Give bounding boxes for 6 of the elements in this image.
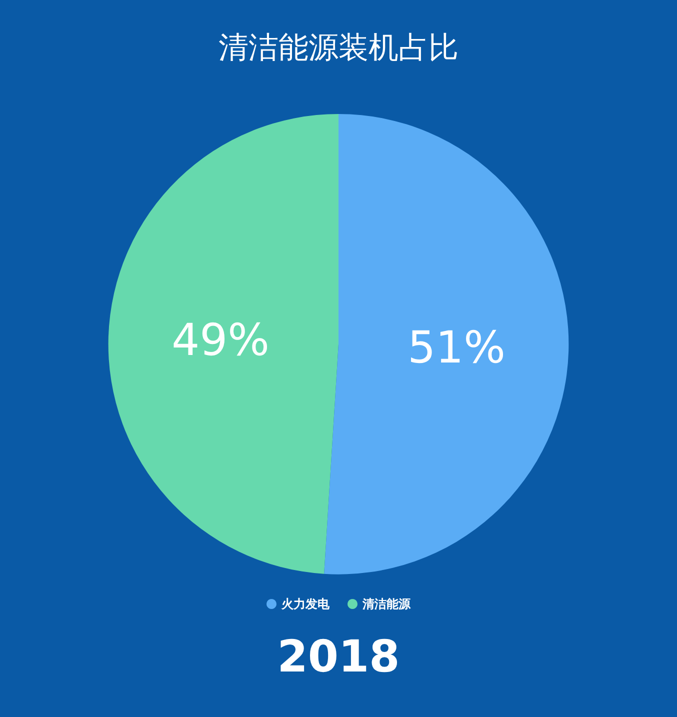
data-label: 51% [408,322,506,374]
chart-title: 清洁能源装机占比 [218,30,458,66]
data-label: 49% [172,314,270,366]
legend-label: 火力发电 [280,597,330,611]
text: 2018 [277,632,400,682]
legend-label: 清洁能源 [362,597,412,611]
